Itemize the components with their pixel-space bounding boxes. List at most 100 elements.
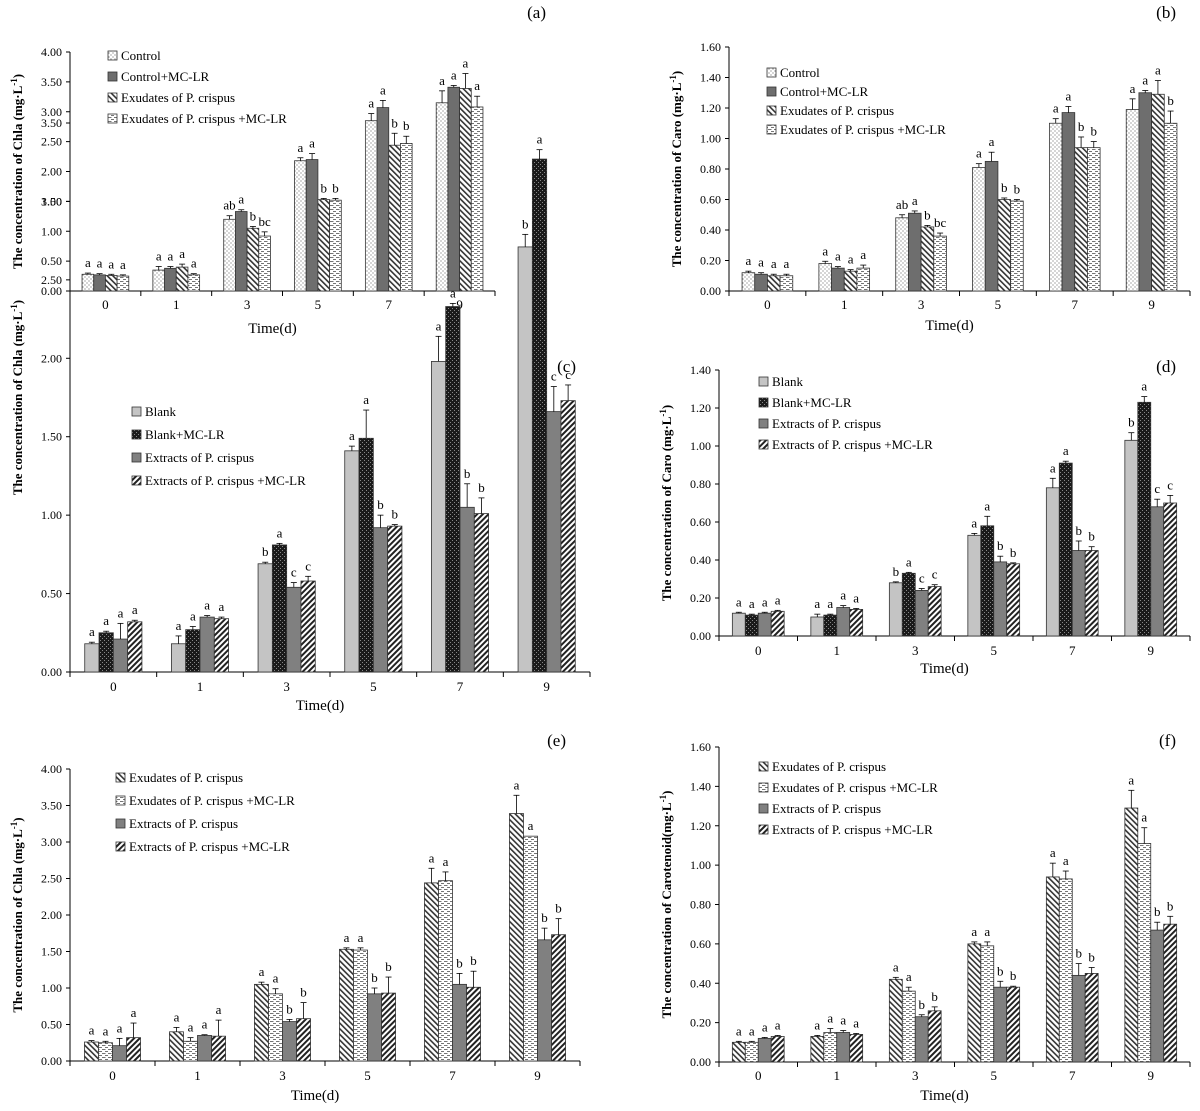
panel-label: (f): [1159, 731, 1176, 750]
significance-letter: a: [1053, 101, 1059, 116]
bar: [836, 1032, 851, 1063]
y-tick-label: 3.00: [41, 194, 62, 208]
x-tick-label: 0: [110, 679, 117, 694]
y-tick-label: 1.20: [690, 401, 711, 415]
bar: [185, 629, 201, 673]
legend-swatch: [758, 803, 769, 814]
significance-letter: a: [436, 318, 442, 333]
significance-letter: ab: [896, 197, 908, 212]
significance-letter: b: [385, 959, 392, 974]
bar: [152, 269, 165, 292]
significance-letter: c: [932, 567, 938, 582]
legend-swatch: [758, 376, 769, 387]
significance-letter: a: [277, 525, 283, 540]
bar: [523, 835, 538, 1062]
bar: [84, 1041, 99, 1062]
significance-letter: a: [984, 924, 990, 939]
bar: [344, 450, 360, 673]
bar: [447, 86, 460, 292]
significance-letter: a: [380, 82, 386, 97]
y-tick-label: 1.40: [690, 363, 711, 377]
bar: [1138, 92, 1152, 292]
bar: [353, 949, 368, 1062]
legend-swatch: [766, 86, 777, 97]
x-axis-label: Time(d): [296, 698, 345, 714]
bar: [473, 513, 489, 673]
chart-panel: (f) 0.00 0.20 0.40 0.60 0.80 1.00 1.20 1.40 1.60 T…: [658, 731, 1191, 1104]
significance-letter: c: [1167, 477, 1173, 492]
legend-label: Extracts of P. crispus +MC-LR: [772, 822, 933, 837]
y-tick-label: 1.50: [41, 430, 62, 444]
legend-swatch: [131, 452, 142, 463]
bar: [993, 986, 1008, 1063]
bar: [367, 993, 382, 1062]
bar: [901, 990, 916, 1063]
bar: [1150, 929, 1165, 1063]
bar: [116, 275, 130, 292]
significance-letter: a: [989, 134, 995, 149]
x-tick-label: 5: [991, 1068, 998, 1083]
significance-letter: a: [429, 850, 435, 865]
significance-letter: a: [463, 56, 469, 71]
x-tick-label: 9: [1148, 297, 1155, 312]
chart-panel: (e) 0.00 0.50 1.00 1.50 2.00 2.50 3.00 3.50 4.00 T…: [9, 731, 581, 1104]
y-tick-label: 0.00: [690, 1055, 711, 1069]
y-tick-label: 1.40: [700, 71, 721, 85]
significance-letter: a: [976, 146, 982, 161]
significance-letter: a: [219, 599, 225, 614]
bar: [744, 614, 759, 637]
y-tick-label: 2.00: [41, 908, 62, 922]
significance-letter: a: [1142, 72, 1148, 87]
significance-letter: a: [190, 609, 196, 624]
significance-letter: a: [749, 596, 755, 611]
x-tick-label: 3: [918, 297, 925, 312]
significance-letter: a: [537, 132, 543, 147]
y-tick-label: 1.00: [41, 224, 62, 238]
significance-letter: a: [814, 1017, 820, 1032]
significance-letter: a: [860, 247, 866, 262]
significance-letter: a: [758, 255, 764, 270]
significance-letter: a: [174, 1009, 180, 1024]
y-tick-label: 0.40: [690, 976, 711, 990]
x-tick-label: 1: [841, 297, 848, 312]
y-tick-label: 1.00: [700, 132, 721, 146]
bar: [127, 621, 143, 673]
legend-swatch: [758, 824, 769, 835]
significance-letter: a: [238, 192, 244, 207]
bar: [1058, 878, 1073, 1063]
significance-letter: b: [1078, 119, 1085, 134]
significance-letter: a: [202, 1017, 208, 1032]
bar: [93, 274, 106, 292]
x-axis-label: Time(d): [291, 1088, 340, 1104]
significance-letter: b: [541, 910, 548, 925]
bar: [1151, 93, 1165, 292]
legend-label: Extracts of P. crispus: [129, 816, 238, 831]
significance-letter: a: [188, 1020, 194, 1035]
y-tick-label: 3.50: [41, 75, 62, 89]
significance-letter: a: [89, 1023, 95, 1038]
bar: [980, 525, 995, 637]
y-tick-label: 0.20: [690, 1016, 711, 1030]
significance-letter: a: [117, 1020, 123, 1035]
x-tick-label: 7: [1069, 1068, 1076, 1083]
significance-letter: b: [262, 544, 269, 559]
panel-label: (a): [527, 3, 546, 22]
bar: [1124, 807, 1139, 1063]
bar: [980, 945, 995, 1063]
y-tick-label: 1.40: [690, 779, 711, 793]
significance-letter: a: [528, 818, 534, 833]
bar: [560, 400, 576, 673]
significance-letter: a: [89, 624, 95, 639]
significance-letter: a: [1050, 845, 1056, 860]
legend-swatch: [758, 761, 769, 772]
legend-swatch: [758, 782, 769, 793]
bar: [509, 813, 524, 1062]
bar: [1058, 462, 1073, 637]
x-tick-label: 3: [279, 1068, 286, 1083]
bar: [810, 1036, 825, 1063]
chart-panel: (a)0.000.501.001.502.002.503.003.504.00T…: [9, 3, 546, 337]
bar: [849, 1034, 864, 1063]
significance-letter: a: [762, 594, 768, 609]
significance-letter: a: [1155, 63, 1161, 78]
bar: [810, 616, 825, 637]
